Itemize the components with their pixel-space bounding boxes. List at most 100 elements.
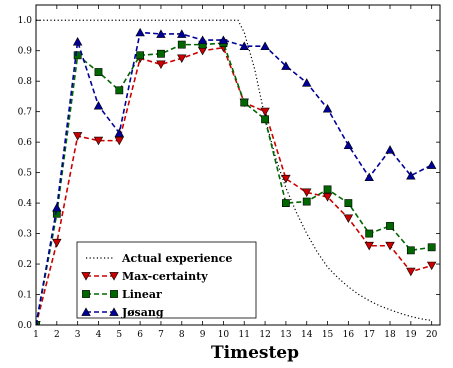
data-point <box>406 246 415 255</box>
x-tick-label: 10 <box>218 330 230 340</box>
data-point <box>114 136 125 146</box>
x-tick-label: 11 <box>239 330 250 340</box>
data-point <box>261 115 269 124</box>
data-point <box>385 145 395 154</box>
data-point <box>281 199 290 207</box>
series-1 <box>36 43 437 325</box>
data-point <box>281 61 291 70</box>
legend-marker <box>109 307 119 316</box>
legend-entry: Actual experience <box>86 252 232 265</box>
legend-entries: Actual experience Max-certainty Linear Jøsa… <box>81 252 232 319</box>
x-tick-label: 8 <box>179 330 185 340</box>
data-point <box>302 197 311 206</box>
data-point <box>385 241 395 251</box>
x-axis-title: Timestep <box>211 343 299 363</box>
data-point <box>281 174 291 184</box>
data-point <box>94 68 103 76</box>
data-point <box>93 100 104 110</box>
y-tick-label: 0.9 <box>18 47 33 57</box>
plot-area <box>36 19 437 325</box>
x-tick-label: 14 <box>301 330 313 340</box>
data-point <box>323 185 332 194</box>
y-tick-label: 0.4 <box>18 199 33 209</box>
data-point <box>177 40 186 49</box>
legend-label: Actual experience <box>121 252 232 265</box>
data-point <box>239 41 249 51</box>
data-point <box>322 193 333 202</box>
legend-entry: Jøsang <box>81 306 164 319</box>
y-tick-label: 0.3 <box>18 230 33 240</box>
x-tick-label: 9 <box>200 330 206 340</box>
x-tick-label: 2 <box>54 330 60 340</box>
data-point <box>427 243 436 252</box>
data-point <box>240 98 249 107</box>
data-point <box>177 54 187 63</box>
data-point <box>72 132 83 141</box>
series-0 <box>36 19 432 322</box>
legend-label: Max-certainty <box>122 270 208 283</box>
legend-label: Linear <box>122 288 162 301</box>
y-tick-label: 1.0 <box>18 16 33 26</box>
data-point <box>386 222 394 230</box>
data-point <box>302 78 312 87</box>
x-tick-label: 3 <box>75 330 81 340</box>
data-point <box>343 140 354 150</box>
legend-entry: Linear <box>82 288 162 301</box>
data-point <box>218 35 229 44</box>
x-tick-label: 12 <box>259 330 270 340</box>
data-point <box>426 261 437 271</box>
data-point <box>364 241 374 251</box>
series-layer <box>36 19 437 325</box>
data-point <box>157 49 165 58</box>
x-tick-label: 16 <box>343 330 355 340</box>
data-point <box>135 27 145 37</box>
legend-marker <box>82 290 90 298</box>
series-3 <box>36 27 437 325</box>
x-tick-label: 6 <box>137 330 143 340</box>
y-tick-label: 0.2 <box>18 260 32 270</box>
ticks-layer: 1 2 3 4 5 6 7 8 9 10 11 12 13 14 15 16 17 18 19 200.00.10.2… <box>18 5 440 340</box>
series-line <box>36 19 432 322</box>
x-tick-label: 7 <box>158 330 164 340</box>
legend-label: Jøsang <box>121 306 164 319</box>
legend-marker <box>109 272 119 281</box>
data-point <box>365 229 374 238</box>
data-point <box>115 86 124 95</box>
data-point <box>73 51 82 60</box>
data-point <box>136 51 145 60</box>
y-tick-label: 0.1 <box>18 291 32 301</box>
data-point <box>114 128 125 137</box>
x-tick-label: 19 <box>405 330 417 340</box>
data-point <box>260 107 270 117</box>
legend-marker <box>81 307 91 316</box>
data-point <box>426 160 437 169</box>
x-tick-label: 18 <box>384 330 396 340</box>
data-point <box>302 188 312 198</box>
data-point <box>72 36 83 46</box>
y-tick-label: 0.0 <box>18 321 33 331</box>
series-line <box>36 46 432 325</box>
data-point <box>156 60 166 70</box>
y-tick-label: 0.7 <box>18 108 33 118</box>
x-tick-label: 15 <box>322 330 334 340</box>
legend-marker <box>81 272 91 281</box>
legend-marker <box>110 290 118 298</box>
x-tick-label: 1 <box>33 330 39 340</box>
x-tick-label: 5 <box>116 330 122 340</box>
data-point <box>156 29 166 38</box>
data-point <box>260 41 270 51</box>
data-point <box>322 104 333 113</box>
data-point <box>343 214 354 223</box>
data-point <box>406 171 416 180</box>
x-tick-label: 20 <box>426 330 438 340</box>
x-tick-label: 4 <box>96 330 102 340</box>
y-tick-label: 0.8 <box>18 77 33 87</box>
legend-box <box>76 241 257 319</box>
data-point <box>406 267 416 277</box>
y-tick-label: 0.6 <box>18 138 33 148</box>
x-tick-label: 17 <box>363 330 375 340</box>
legend: Actual experience Max-certainty Linear Jøsa… <box>76 241 257 319</box>
data-point <box>364 172 374 182</box>
data-point <box>177 29 187 38</box>
